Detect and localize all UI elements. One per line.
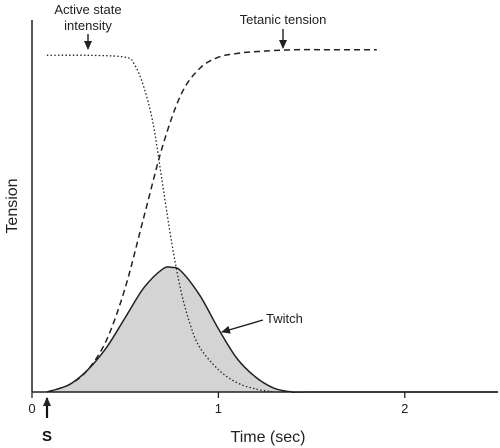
x-axis-title: Time (sec) xyxy=(231,429,306,446)
stimulus-label: S xyxy=(42,428,52,445)
annotation-tetanic-tension: Tetanic tension xyxy=(240,12,327,27)
active-state-line xyxy=(46,54,275,393)
twitch-line xyxy=(46,266,498,394)
x-tick-label-1: 1 xyxy=(215,401,222,416)
annotation-active-state-line2: intensity xyxy=(64,18,112,33)
annotation-active-state-line1: Active state xyxy=(54,2,121,17)
annotation-twitch-arrow xyxy=(221,319,264,334)
tetanic-tension-line xyxy=(46,48,377,393)
x-ticks: 0 1 2 xyxy=(28,392,408,416)
annotation-twitch: Twitch xyxy=(266,311,303,326)
x-tick-label-0: 0 xyxy=(28,401,35,416)
y-axis-title: Tension xyxy=(4,178,21,233)
x-tick-label-2: 2 xyxy=(401,401,408,416)
twitch-area xyxy=(46,266,499,393)
